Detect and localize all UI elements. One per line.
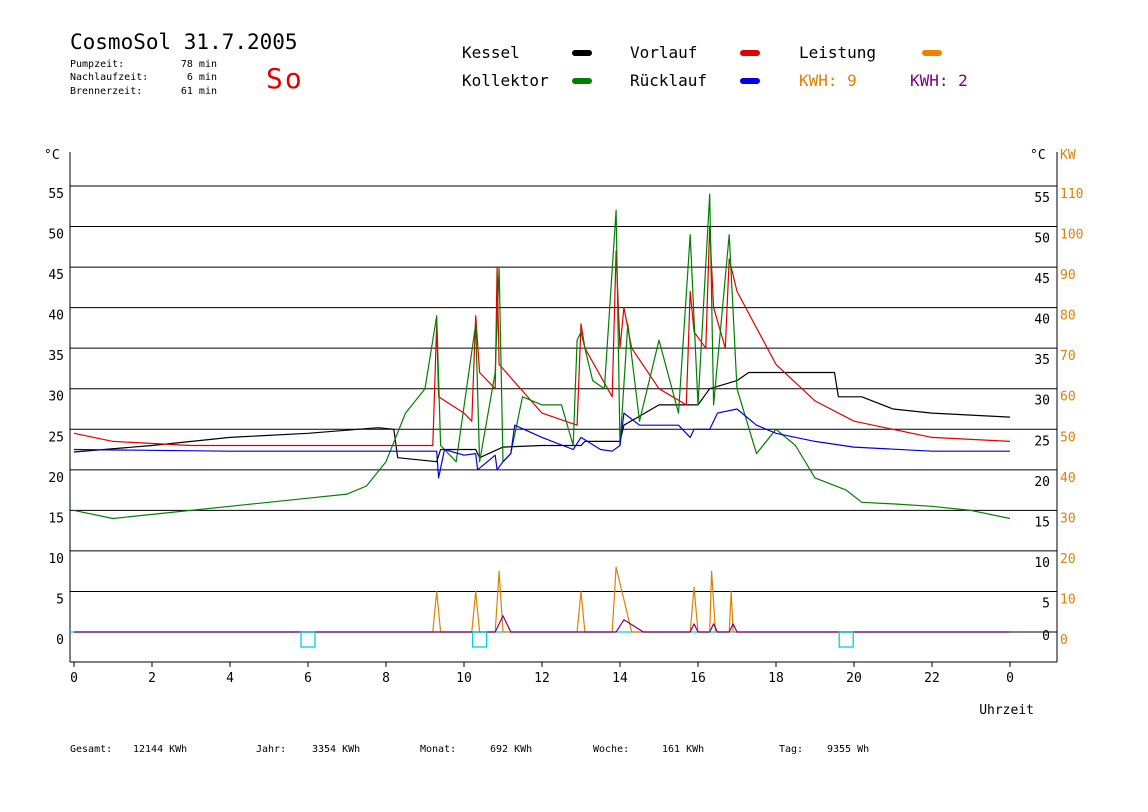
- y-tick-label-right-kw: 50: [1060, 430, 1076, 445]
- y-tick-label-right-c: 0: [1042, 629, 1050, 644]
- x-tick-label: 12: [534, 671, 550, 686]
- y-tick-label-right-kw: 0: [1060, 633, 1068, 648]
- series-kollektor: [73, 193, 1011, 520]
- x-tick-label: 0: [1006, 671, 1014, 686]
- chart-axes: [69, 152, 1058, 667]
- series-rücklauf: [73, 408, 1010, 479]
- stat-pumpzeit-value: 78 min: [180, 59, 217, 70]
- y-tick-label-right-c: 30: [1034, 394, 1050, 409]
- legend-kollektor-label: Kollektor: [462, 71, 549, 90]
- y-tick-label-right-kw: 90: [1060, 268, 1076, 283]
- x-tick-label: 0: [70, 671, 78, 686]
- series-kwh: [74, 615, 1010, 633]
- y-tick-label-left: 25: [48, 430, 64, 445]
- x-tick-label: 16: [690, 671, 706, 686]
- legend-kwh-purple: KWH: 2: [910, 71, 968, 90]
- footer-gesamt-value: 12144 KWh: [133, 744, 188, 755]
- y-tick-label-right-kw: 70: [1060, 349, 1076, 364]
- legend-kessel-swatch: [572, 50, 592, 56]
- y-tick-label-right-c: 45: [1034, 272, 1050, 287]
- x-tick-label: 20: [846, 671, 862, 686]
- chart-grid: [70, 185, 1057, 633]
- footer-jahr-label: Jahr:: [256, 744, 287, 755]
- pump-marker-0: [300, 631, 316, 648]
- y-axis-unit-right-c: °C: [1030, 148, 1046, 163]
- x-tick-label: 18: [768, 671, 784, 686]
- y-tick-label-left: 50: [48, 228, 64, 243]
- y-tick-label-left: 30: [48, 390, 64, 405]
- stat-brennerzeit-value: 61 min: [180, 86, 217, 97]
- pump-marker-1: [471, 631, 488, 648]
- legend-leistung-label: Leistung: [799, 43, 877, 62]
- y-tick-label-right-c: 55: [1034, 191, 1050, 206]
- footer-jahr-value: 3354 KWh: [312, 744, 361, 755]
- y-tick-label-left: 10: [48, 552, 64, 567]
- y-tick-label-right-c: 5: [1042, 596, 1050, 611]
- y-tick-label-right-c: 50: [1034, 232, 1050, 247]
- y-axis-unit-left: °C: [44, 148, 60, 163]
- x-tick-label: 22: [924, 671, 940, 686]
- footer-tag-label: Tag:: [779, 744, 804, 755]
- x-tick-label: 4: [226, 671, 234, 686]
- chart-series: [70, 193, 1011, 633]
- series-vorlauf: [73, 225, 1011, 447]
- footer-monat-label: Monat:: [420, 744, 457, 755]
- y-tick-label-left: 15: [48, 511, 64, 526]
- y-tick-label-right-c: 20: [1034, 475, 1050, 490]
- pump-markers: [300, 631, 854, 648]
- y-tick-label-right-kw: 60: [1060, 390, 1076, 405]
- y-axis-unit-right-kw: KW: [1060, 148, 1076, 163]
- legend-kollektor-swatch: [572, 78, 592, 84]
- footer-monat-value: 692 KWh: [490, 744, 533, 755]
- stat-pumpzeit-label: Pumpzeit:: [70, 59, 125, 70]
- legend-leistung-swatch: [922, 50, 942, 56]
- weekday-label: So: [266, 62, 304, 95]
- footer-tag-value: 9355 Wh: [827, 744, 870, 755]
- series-kessel: [73, 371, 1011, 463]
- y-tick-label-right-kw: 30: [1060, 511, 1076, 526]
- legend-ruecklauf-swatch: [740, 78, 760, 84]
- stat-nachlaufzeit-value: 6 min: [186, 72, 217, 83]
- y-tick-label-left: 55: [48, 187, 64, 202]
- y-tick-label-left: 45: [48, 268, 64, 283]
- y-tick-label-right-kw: 110: [1060, 187, 1083, 202]
- x-tick-label: 2: [148, 671, 156, 686]
- footer-woche-label: Woche:: [593, 744, 630, 755]
- y-tick-label-right-kw: 20: [1060, 552, 1076, 567]
- y-tick-label-left: 20: [48, 471, 64, 486]
- y-tick-label-right-c: 10: [1034, 556, 1050, 571]
- y-tick-label-left: 35: [48, 349, 64, 364]
- legend-vorlauf-swatch: [740, 50, 760, 56]
- y-tick-label-right-c: 40: [1034, 313, 1050, 328]
- y-tick-label-left: 40: [48, 309, 64, 324]
- legend-kwh-orange: KWH: 9: [799, 71, 857, 90]
- y-tick-label-right-kw: 10: [1060, 592, 1076, 607]
- pump-marker-2: [838, 631, 854, 648]
- series-leistung: [74, 566, 1010, 633]
- y-tick-label-right-c: 15: [1034, 515, 1050, 530]
- y-tick-label-right-kw: 40: [1060, 471, 1076, 486]
- x-tick-label: 8: [382, 671, 390, 686]
- legend-ruecklauf-label: Rücklauf: [630, 71, 708, 90]
- footer-gesamt-label: Gesamt:: [70, 744, 113, 755]
- y-tick-label-right-kw: 80: [1060, 309, 1076, 324]
- footer-woche-value: 161 KWh: [662, 744, 705, 755]
- x-tick-label: 14: [612, 671, 628, 686]
- chart-title: CosmoSol 31.7.2005: [70, 30, 298, 54]
- y-tick-label-right-kw: 100: [1060, 228, 1083, 243]
- legend-kessel-label: Kessel: [462, 43, 520, 62]
- x-axis-label: Uhrzeit: [979, 703, 1034, 718]
- stat-nachlaufzeit-label: Nachlaufzeit:: [70, 72, 149, 83]
- legend-vorlauf-label: Vorlauf: [630, 43, 698, 62]
- stat-brennerzeit-label: Brennerzeit:: [70, 86, 143, 97]
- y-tick-label-right-c: 25: [1034, 434, 1050, 449]
- y-tick-label-right-c: 35: [1034, 353, 1050, 368]
- y-tick-label-left: 5: [56, 592, 64, 607]
- x-tick-label: 10: [456, 671, 472, 686]
- y-tick-label-left: 0: [56, 633, 64, 648]
- x-tick-label: 6: [304, 671, 312, 686]
